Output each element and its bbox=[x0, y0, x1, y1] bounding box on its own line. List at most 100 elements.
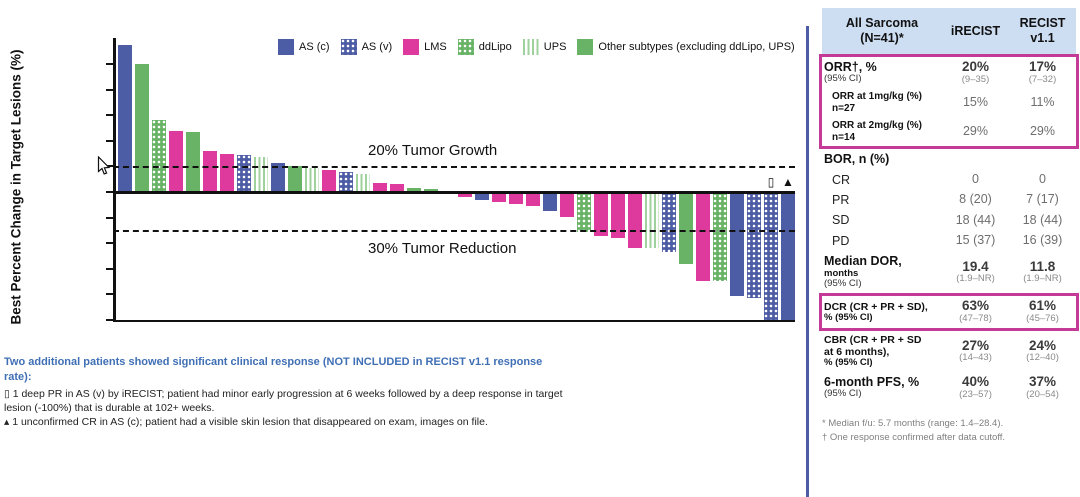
row-label: 6-month PFS, % (95% CI) bbox=[822, 375, 942, 400]
value-main: 19.4 bbox=[962, 258, 989, 274]
table-row: PD 15 (37) 16 (39) bbox=[822, 231, 1076, 251]
waterfall-bar bbox=[390, 184, 404, 192]
legend-swatch-icon bbox=[522, 39, 539, 55]
row-label-line: PD bbox=[832, 233, 850, 248]
y-tick-mark bbox=[106, 165, 114, 168]
y-tick-mark bbox=[106, 319, 114, 321]
legend-swatch-icon bbox=[457, 39, 474, 55]
value-main: 0 bbox=[1039, 171, 1046, 186]
value-main: 8 (20) bbox=[959, 192, 992, 207]
value-ci: (1.9–NR) bbox=[956, 273, 995, 285]
waterfall-bar bbox=[237, 154, 251, 192]
value-main: 61% bbox=[1028, 298, 1057, 314]
waterfall-bar bbox=[305, 167, 319, 192]
panel-divider bbox=[806, 26, 809, 497]
value-main: 40% bbox=[961, 373, 990, 389]
row-label: BOR, n (%) bbox=[822, 152, 942, 166]
waterfall-bar bbox=[220, 153, 234, 192]
footnote-bullet-1: ▯ 1 deep PR in AS (v) by iRECIST; patien… bbox=[4, 387, 563, 414]
table-row: SD 18 (44) 18 (44) bbox=[822, 210, 1076, 230]
table-header-cell: RECIST v1.1 bbox=[1009, 16, 1076, 46]
waterfall-bar bbox=[628, 194, 642, 248]
legend-label: AS (v) bbox=[361, 41, 393, 53]
row-value: 16 (39) bbox=[1009, 233, 1076, 248]
waterfall-bar bbox=[169, 130, 183, 192]
row-value: 0 bbox=[942, 171, 1009, 187]
waterfall-bar bbox=[560, 194, 574, 218]
row-label-line: DCR (CR + PR + SD), bbox=[824, 300, 928, 313]
value-main: 63% bbox=[961, 298, 990, 314]
legend-label: UPS bbox=[543, 41, 567, 53]
row-value: 24% (12–40) bbox=[1009, 338, 1076, 364]
table-row: CBR (CR + PR + SD at 6 months),% (95% CI)… bbox=[822, 331, 1076, 372]
table-row: ORR at 2mg/kg (%) n=14 29% 29% bbox=[822, 117, 1076, 146]
waterfall-bar bbox=[696, 194, 710, 282]
waterfall-bar bbox=[458, 194, 472, 197]
waterfall-bar bbox=[747, 194, 761, 298]
row-value: 15 (37) bbox=[942, 233, 1009, 248]
waterfall-bar bbox=[509, 194, 523, 205]
value-main: 7 (17) bbox=[1026, 192, 1059, 207]
row-label-line: n=14 bbox=[832, 131, 856, 143]
row-value: 11% bbox=[1009, 94, 1076, 110]
legend-swatch-icon bbox=[577, 39, 594, 55]
chart-legend: AS (c) AS (v) LMS ddLipo UPS Other subtypes (… bbox=[278, 39, 795, 55]
row-label: PR bbox=[822, 193, 942, 207]
footnote-heading: Two additional patients showed significa… bbox=[4, 356, 543, 383]
value-main: 16 (39) bbox=[1022, 233, 1063, 248]
row-label-line: 6-month PFS, % bbox=[824, 374, 920, 389]
row-label-line: Median DOR, bbox=[824, 254, 902, 269]
row-value: 29% bbox=[942, 124, 1009, 139]
waterfall-bar bbox=[611, 194, 625, 238]
table-header-cell: iRECIST bbox=[942, 24, 1009, 39]
y-tick-mark bbox=[106, 114, 114, 117]
row-label: CR bbox=[822, 173, 942, 187]
waterfall-bar bbox=[662, 194, 676, 252]
waterfall-bar bbox=[407, 188, 421, 192]
legend-swatch-icon bbox=[403, 39, 420, 55]
value-main: 0 bbox=[972, 171, 979, 186]
dcr-highlight-box: DCR (CR + PR + SD),% (95% CI) 63% (47–78) 6… bbox=[819, 293, 1079, 331]
y-tick-mark bbox=[106, 267, 114, 270]
legend-label: AS (c) bbox=[299, 41, 330, 53]
row-label-line: % (95% CI) bbox=[824, 311, 873, 323]
row-value: 11.8 (1.9–NR) bbox=[1009, 259, 1076, 285]
waterfall-bar bbox=[764, 194, 778, 322]
waterfall-bar bbox=[288, 166, 302, 192]
row-label-line: CBR (CR + PR + SD bbox=[824, 333, 922, 346]
table-footnotes: * Median f/u: 5.7 months (range: 1.4–28.… bbox=[822, 417, 1076, 445]
row-value: 7 (17) bbox=[1009, 193, 1076, 207]
value-ci: (9–35) bbox=[961, 73, 990, 85]
waterfall-bar bbox=[203, 151, 217, 192]
table-header-row: All Sarcoma (N=41)* iRECIST RECIST v1.1 bbox=[822, 8, 1076, 54]
row-label-line: ORR†, % bbox=[824, 60, 877, 74]
y-tick-mark bbox=[106, 293, 114, 296]
value-ci: (20–54) bbox=[1026, 388, 1059, 400]
bar-annotation-marker: ▲ bbox=[782, 175, 794, 189]
reference-line bbox=[113, 166, 795, 169]
table-row: 6-month PFS, % (95% CI) 40% (23–57) 37% (20–5… bbox=[822, 372, 1076, 403]
row-label: Median DOR, months (95% CI) bbox=[822, 254, 942, 290]
row-label: CBR (CR + PR + SD at 6 months),% (95% CI) bbox=[822, 334, 942, 369]
legend-swatch-icon bbox=[278, 39, 294, 55]
row-label: ORR†, % (95% CI) bbox=[822, 60, 942, 85]
row-label-line: at 6 months), bbox=[824, 345, 890, 358]
row-value: 19.4 (1.9–NR) bbox=[942, 258, 1009, 285]
table-header-cell: All Sarcoma (N=41)* bbox=[822, 16, 942, 46]
table-row: ORR at 1mg/kg (%) n=27 15% 11% bbox=[822, 88, 1076, 117]
row-label-line: ORR at 1mg/kg (%) bbox=[832, 91, 923, 103]
value-main: 11% bbox=[1030, 94, 1055, 109]
waterfall-bar bbox=[781, 194, 795, 322]
footnote-bullet-2: ▴ 1 unconfirmed CR in AS (c); patient ha… bbox=[4, 416, 488, 429]
value-main: 27% bbox=[961, 337, 990, 353]
row-label: SD bbox=[822, 213, 942, 227]
row-value: 18 (44) bbox=[942, 212, 1009, 228]
row-value: 15% bbox=[942, 95, 1009, 110]
value-main: 18 (44) bbox=[955, 212, 996, 227]
waterfall-chart: Best Percent Change in Target Lesions (%… bbox=[4, 38, 795, 429]
waterfall-bar bbox=[135, 64, 149, 192]
value-main: 18 (44) bbox=[1022, 212, 1063, 227]
waterfall-bar bbox=[424, 189, 438, 192]
value-ci: (1.9–NR) bbox=[1023, 273, 1062, 285]
waterfall-bar bbox=[645, 194, 659, 248]
